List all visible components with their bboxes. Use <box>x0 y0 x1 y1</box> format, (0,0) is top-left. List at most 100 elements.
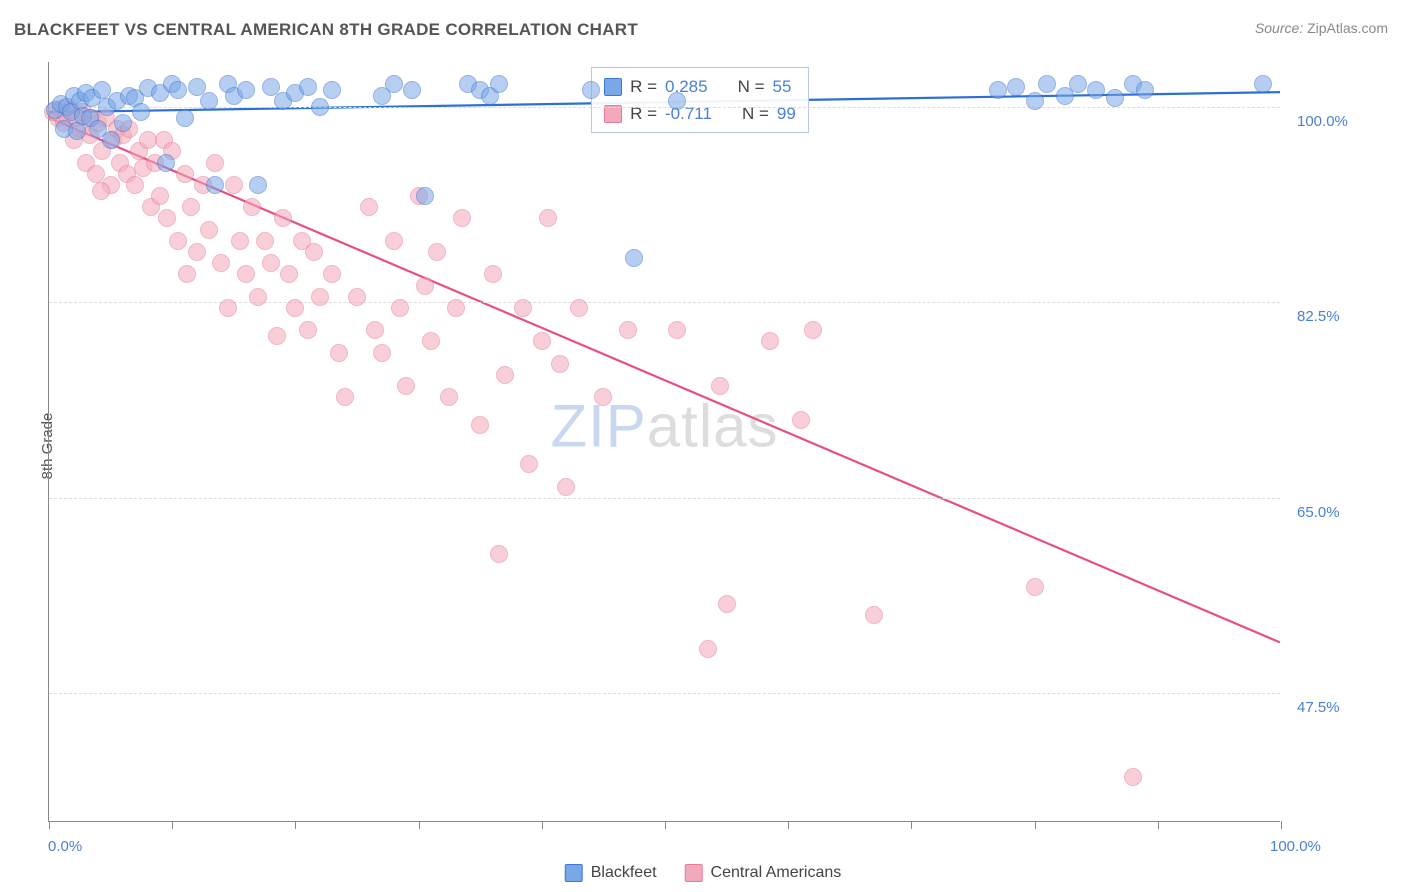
source-attribution: Source: ZipAtlas.com <box>1255 20 1388 36</box>
legend-swatch-blackfeet <box>565 864 583 882</box>
data-point-blackfeet <box>323 81 341 99</box>
data-point-central <box>348 288 366 306</box>
data-point-central <box>158 209 176 227</box>
legend-label-blackfeet: Blackfeet <box>591 864 657 882</box>
data-point-central <box>262 254 280 272</box>
chart-title: BLACKFEET VS CENTRAL AMERICAN 8TH GRADE … <box>14 20 638 40</box>
data-point-central <box>471 416 489 434</box>
stat-row-blackfeet: R = 0.285 N = 55 <box>604 73 796 100</box>
data-point-blackfeet <box>206 176 224 194</box>
x-tick <box>1158 821 1159 829</box>
data-point-blackfeet <box>200 92 218 110</box>
data-point-central <box>200 221 218 239</box>
data-point-blackfeet <box>1069 75 1087 93</box>
legend: Blackfeet Central Americans <box>565 864 842 882</box>
legend-item-central: Central Americans <box>685 864 842 882</box>
data-point-central <box>484 265 502 283</box>
data-point-blackfeet <box>403 81 421 99</box>
data-point-central <box>699 640 717 658</box>
data-point-central <box>126 176 144 194</box>
data-point-central <box>1124 768 1142 786</box>
data-point-central <box>237 265 255 283</box>
data-point-central <box>668 321 686 339</box>
data-point-blackfeet <box>157 154 175 172</box>
data-point-central <box>280 265 298 283</box>
data-point-central <box>305 243 323 261</box>
x-axis-min-label: 0.0% <box>48 838 82 855</box>
data-point-central <box>619 321 637 339</box>
trend-line-central <box>49 118 1280 643</box>
stat-n-label: N = <box>738 73 765 100</box>
data-point-central <box>520 455 538 473</box>
data-point-blackfeet <box>249 176 267 194</box>
data-point-blackfeet <box>1254 75 1272 93</box>
data-point-central <box>447 299 465 317</box>
data-point-central <box>249 288 267 306</box>
x-tick <box>49 821 50 829</box>
data-point-central <box>219 299 237 317</box>
data-point-blackfeet <box>668 92 686 110</box>
source-label: Source: <box>1255 20 1303 36</box>
data-point-blackfeet <box>582 81 600 99</box>
data-point-blackfeet <box>237 81 255 99</box>
source-name: ZipAtlas.com <box>1307 20 1388 36</box>
x-tick <box>1035 821 1036 829</box>
data-point-central <box>422 332 440 350</box>
data-point-central <box>865 606 883 624</box>
data-point-central <box>514 299 532 317</box>
data-point-central <box>225 176 243 194</box>
swatch-blackfeet <box>604 78 622 96</box>
data-point-central <box>299 321 317 339</box>
data-point-blackfeet <box>299 78 317 96</box>
data-point-central <box>360 198 378 216</box>
data-point-central <box>268 327 286 345</box>
data-point-blackfeet <box>385 75 403 93</box>
x-tick <box>295 821 296 829</box>
y-tick-label: 65.0% <box>1297 504 1340 521</box>
data-point-central <box>761 332 779 350</box>
data-point-blackfeet <box>989 81 1007 99</box>
data-point-central <box>453 209 471 227</box>
data-point-central <box>323 265 341 283</box>
data-point-central <box>397 377 415 395</box>
data-point-blackfeet <box>1136 81 1154 99</box>
data-point-blackfeet <box>169 81 187 99</box>
legend-label-central: Central Americans <box>711 864 842 882</box>
data-point-central <box>373 344 391 362</box>
data-point-central <box>330 344 348 362</box>
x-tick <box>419 821 420 829</box>
data-point-central <box>539 209 557 227</box>
x-tick <box>542 821 543 829</box>
legend-swatch-central <box>685 864 703 882</box>
data-point-central <box>490 545 508 563</box>
data-point-central <box>243 198 261 216</box>
data-point-blackfeet <box>1087 81 1105 99</box>
stat-row-central: R = -0.711 N = 99 <box>604 100 796 127</box>
legend-item-blackfeet: Blackfeet <box>565 864 657 882</box>
plot-area: ZIPatlas R = 0.285 N = 55 R = -0.711 N =… <box>48 62 1280 822</box>
stat-r-label: R = <box>630 73 657 100</box>
x-tick <box>788 821 789 829</box>
stat-r-label: R = <box>630 100 657 127</box>
data-point-central <box>804 321 822 339</box>
data-point-central <box>231 232 249 250</box>
data-point-central <box>570 299 588 317</box>
data-point-blackfeet <box>625 249 643 267</box>
data-point-central <box>151 187 169 205</box>
y-tick-label: 82.5% <box>1297 308 1340 325</box>
data-point-blackfeet <box>176 109 194 127</box>
stat-n-central: 99 <box>777 100 796 127</box>
x-tick <box>911 821 912 829</box>
x-tick <box>665 821 666 829</box>
data-point-central <box>440 388 458 406</box>
watermark-atlas: atlas <box>647 393 779 460</box>
data-point-central <box>366 321 384 339</box>
y-tick-label: 47.5% <box>1297 699 1340 716</box>
gridline <box>49 693 1280 694</box>
gridline <box>49 498 1280 499</box>
data-point-central <box>169 232 187 250</box>
data-point-central <box>178 265 196 283</box>
data-point-blackfeet <box>1038 75 1056 93</box>
data-point-central <box>718 595 736 613</box>
data-point-blackfeet <box>132 103 150 121</box>
